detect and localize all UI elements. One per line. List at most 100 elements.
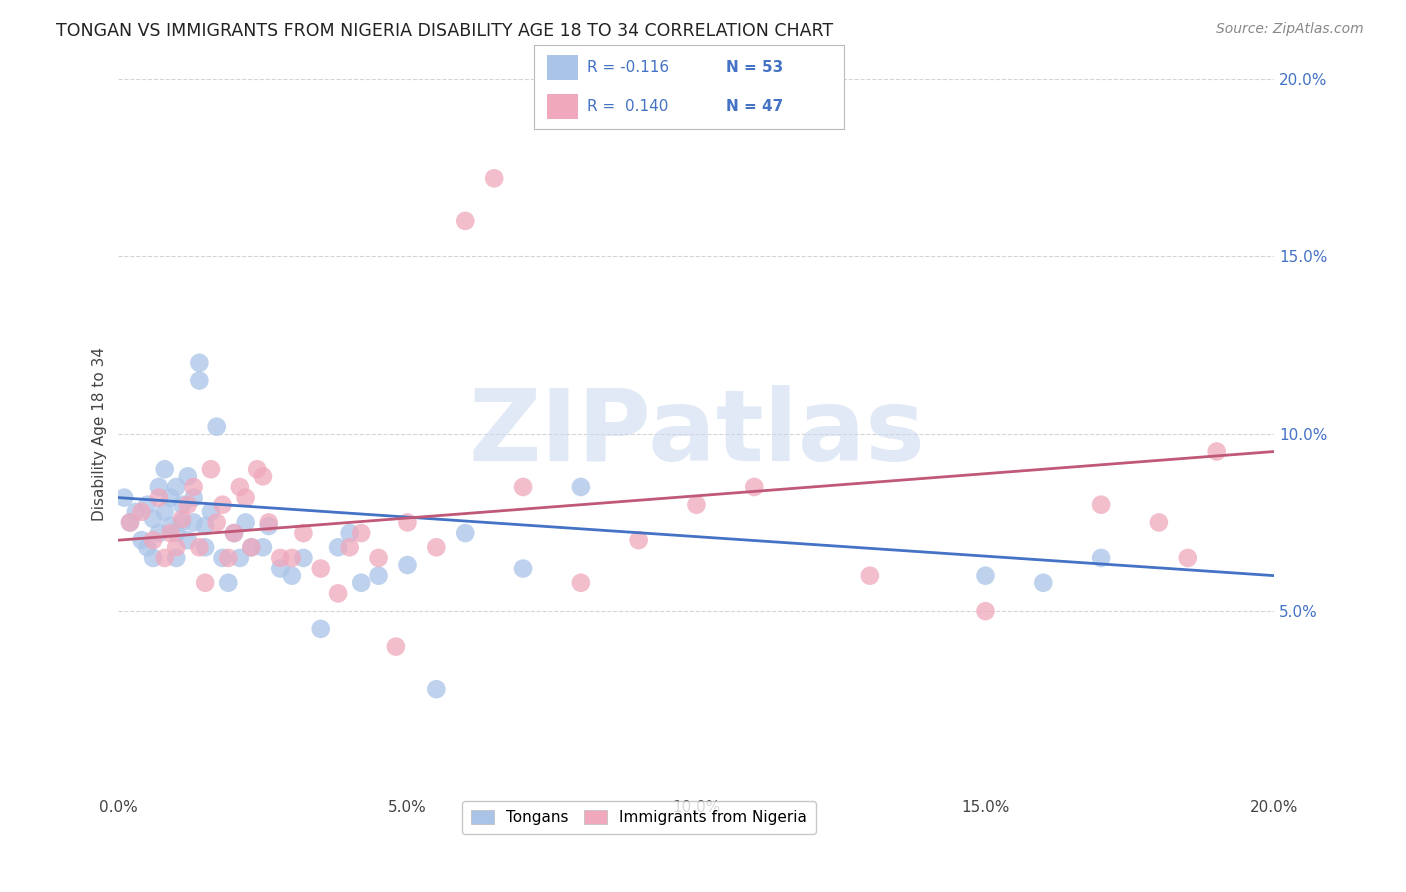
Point — [269, 561, 291, 575]
Point — [131, 533, 153, 548]
Point — [131, 505, 153, 519]
Point — [153, 550, 176, 565]
Point — [229, 550, 252, 565]
Y-axis label: Disability Age 18 to 34: Disability Age 18 to 34 — [93, 347, 107, 521]
Point — [165, 541, 187, 555]
Point — [240, 541, 263, 555]
Point — [326, 541, 349, 555]
Point — [165, 550, 187, 565]
Point — [148, 526, 170, 541]
Point — [170, 512, 193, 526]
Point — [309, 561, 332, 575]
Point — [211, 498, 233, 512]
Point — [326, 586, 349, 600]
Point — [159, 526, 181, 541]
Point — [200, 505, 222, 519]
Point — [194, 519, 217, 533]
Point — [309, 622, 332, 636]
Point — [222, 526, 245, 541]
Text: R =  0.140: R = 0.140 — [586, 99, 668, 114]
Point — [454, 526, 477, 541]
Point — [685, 498, 707, 512]
Point — [200, 462, 222, 476]
Point — [257, 516, 280, 530]
Point — [188, 356, 211, 370]
Point — [211, 550, 233, 565]
Point — [482, 171, 505, 186]
Point — [350, 526, 373, 541]
Point — [350, 575, 373, 590]
Point — [252, 541, 274, 555]
Text: R = -0.116: R = -0.116 — [586, 60, 669, 75]
Point — [281, 550, 304, 565]
Point — [177, 533, 200, 548]
Point — [257, 519, 280, 533]
Point — [235, 491, 257, 505]
Text: Source: ZipAtlas.com: Source: ZipAtlas.com — [1216, 22, 1364, 37]
Point — [177, 498, 200, 512]
Text: N = 47: N = 47 — [725, 99, 783, 114]
Point — [194, 541, 217, 555]
Point — [1177, 550, 1199, 565]
FancyBboxPatch shape — [547, 54, 578, 80]
Point — [148, 480, 170, 494]
Text: N = 53: N = 53 — [725, 60, 783, 75]
Point — [183, 491, 205, 505]
Point — [454, 214, 477, 228]
Point — [165, 526, 187, 541]
Point — [183, 516, 205, 530]
Point — [159, 491, 181, 505]
Point — [859, 568, 882, 582]
Point — [246, 462, 269, 476]
Point — [974, 604, 997, 618]
Point — [425, 541, 447, 555]
Point — [194, 575, 217, 590]
Point — [188, 541, 211, 555]
FancyBboxPatch shape — [547, 94, 578, 120]
Point — [396, 516, 419, 530]
Point — [183, 480, 205, 494]
Point — [148, 491, 170, 505]
Legend: Tongans, Immigrants from Nigeria: Tongans, Immigrants from Nigeria — [461, 801, 815, 834]
Point — [142, 533, 165, 548]
Text: TONGAN VS IMMIGRANTS FROM NIGERIA DISABILITY AGE 18 TO 34 CORRELATION CHART: TONGAN VS IMMIGRANTS FROM NIGERIA DISABI… — [56, 22, 834, 40]
Point — [229, 480, 252, 494]
Point — [217, 575, 239, 590]
Point — [339, 541, 361, 555]
Point — [569, 575, 592, 590]
Point — [512, 480, 534, 494]
Point — [1205, 444, 1227, 458]
Point — [1090, 550, 1112, 565]
Point — [170, 498, 193, 512]
Point — [142, 550, 165, 565]
Point — [425, 682, 447, 697]
Point — [339, 526, 361, 541]
Point — [627, 533, 650, 548]
Point — [385, 640, 408, 654]
Point — [165, 480, 187, 494]
Point — [569, 480, 592, 494]
Point — [170, 516, 193, 530]
Point — [1147, 516, 1170, 530]
Point — [367, 568, 389, 582]
Point — [367, 550, 389, 565]
Point — [125, 505, 148, 519]
Point — [1090, 498, 1112, 512]
Point — [217, 550, 239, 565]
Point — [112, 491, 135, 505]
Point — [118, 516, 141, 530]
Point — [177, 469, 200, 483]
Point — [252, 469, 274, 483]
Point — [153, 505, 176, 519]
Point — [188, 374, 211, 388]
Point — [118, 516, 141, 530]
Point — [235, 516, 257, 530]
Point — [159, 519, 181, 533]
Point — [512, 561, 534, 575]
Point — [974, 568, 997, 582]
Point — [153, 462, 176, 476]
Point — [205, 516, 228, 530]
Point — [292, 550, 315, 565]
Point — [205, 419, 228, 434]
Text: ZIPatlas: ZIPatlas — [468, 385, 925, 483]
